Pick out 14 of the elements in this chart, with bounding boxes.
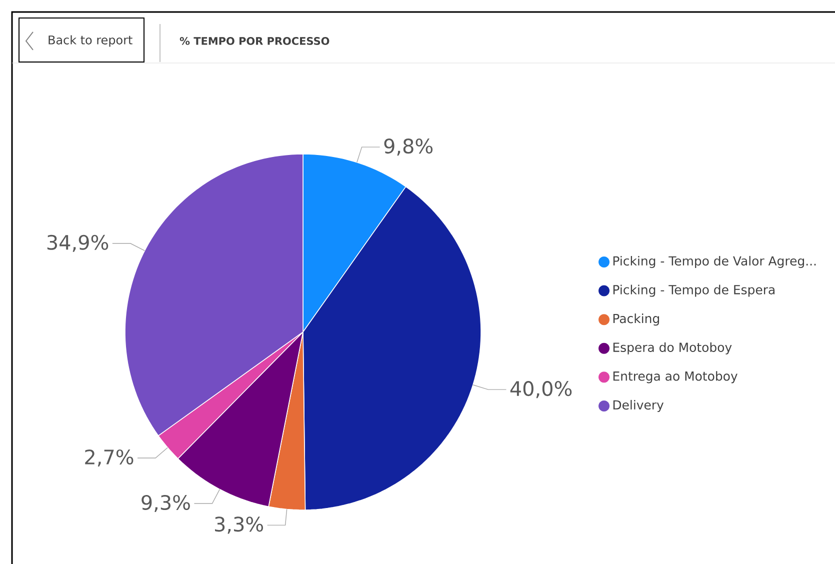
chart-title: % TEMPO POR PROCESSO: [180, 37, 330, 45]
legend-label: Delivery: [613, 400, 664, 412]
data-label: 9,8%: [384, 138, 433, 156]
data-label: 40,0%: [510, 381, 572, 398]
legend-label: Picking - Tempo de Espera: [613, 284, 774, 297]
legend-label: Entrega ao Motoboy: [613, 371, 738, 384]
data-label: 34,9%: [47, 234, 108, 252]
legend-label: Packing: [613, 314, 660, 326]
data-label: 3,3%: [215, 516, 263, 534]
legend-label: Picking - Tempo de Valor Agreg...: [613, 256, 816, 268]
text: Back to report: [48, 35, 132, 47]
legend-label: Espera do Motoboy: [613, 342, 732, 354]
data-label: 9,3%: [142, 494, 190, 512]
data-label: 2,7%: [85, 449, 134, 467]
